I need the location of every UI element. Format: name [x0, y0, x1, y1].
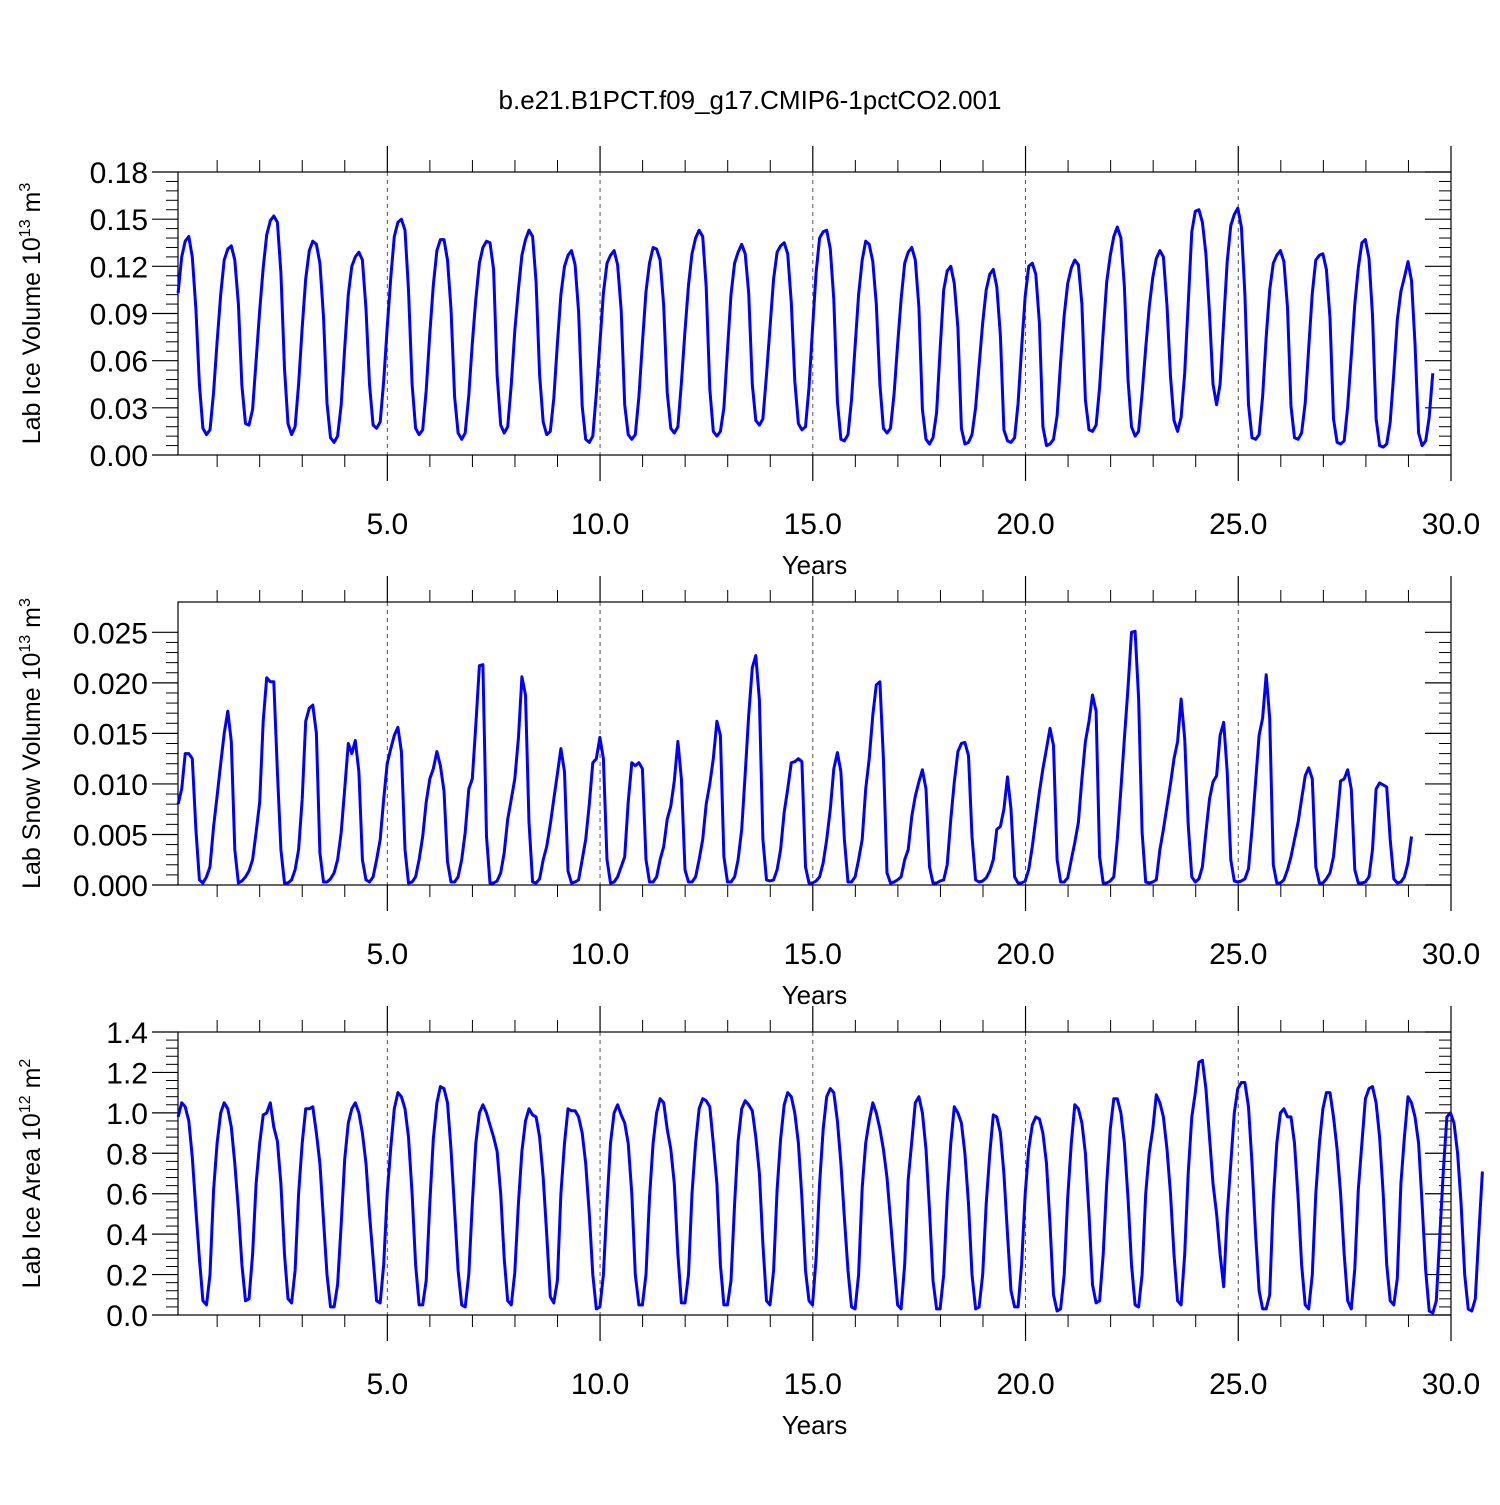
- y-axis-label: Lab Ice Area 1012 m2: [17, 1059, 46, 1289]
- x-tick-label: 25.0: [1209, 508, 1267, 541]
- y-tick-label: 0.4: [106, 1219, 148, 1252]
- y-tick-label: 0.09: [90, 299, 148, 332]
- y-tick-label: 0.6: [106, 1179, 148, 1212]
- y-tick-label: 1.0: [106, 1098, 148, 1131]
- plot-frame: [177, 601, 1452, 886]
- x-tick-label: 25.0: [1209, 1368, 1267, 1401]
- x-axis-label: Years: [782, 550, 848, 580]
- y-tick-label: 0.03: [90, 393, 148, 426]
- x-axis-label: Years: [782, 1410, 848, 1440]
- y-tick-label: 0.12: [90, 251, 148, 284]
- x-tick-label: 15.0: [784, 938, 842, 971]
- panel-1: 0.00 0.03 0.06 0.09 0.12 0.15 0.18 5.0 10.0 15.0 2…: [17, 146, 1480, 580]
- y-tick-label: 0.025: [73, 617, 148, 650]
- plot-frame: [177, 1031, 1452, 1316]
- y-tick-label: 0.18: [90, 157, 148, 190]
- y-tick-label: 0.005: [73, 819, 148, 852]
- x-tick-label: 30.0: [1422, 1368, 1480, 1401]
- y-tick-label: 0.000: [73, 870, 148, 903]
- x-tick-label: 20.0: [996, 1368, 1054, 1401]
- y-axis-label: Lab Snow Volume 1013 m3: [17, 598, 46, 889]
- y-tick-label: 0.020: [73, 668, 148, 701]
- x-tick-label: 20.0: [996, 508, 1054, 541]
- y-tick-label: 0.00: [90, 440, 148, 473]
- y-tick-label: 0.015: [73, 718, 148, 751]
- y-tick-label: 0.8: [106, 1138, 148, 1171]
- y-axis-label: Lab Ice Volume 1013 m3: [17, 183, 46, 445]
- x-tick-label: 20.0: [996, 938, 1054, 971]
- x-tick-label: 10.0: [571, 508, 629, 541]
- y-tick-label: 0.0: [106, 1300, 148, 1333]
- x-tick-label: 5.0: [366, 938, 408, 971]
- x-tick-label: 15.0: [784, 1368, 842, 1401]
- x-tick-label: 15.0: [784, 508, 842, 541]
- y-tick-label: 1.2: [106, 1057, 148, 1090]
- y-tick-label: 0.15: [90, 204, 148, 237]
- x-tick-label: 5.0: [366, 508, 408, 541]
- y-tick-label: 0.2: [106, 1260, 148, 1293]
- y-tick-label: 1.4: [106, 1017, 148, 1050]
- x-tick-label: 10.0: [571, 1368, 629, 1401]
- y-tick-label: 0.010: [73, 769, 148, 802]
- x-tick-label: 30.0: [1422, 938, 1480, 971]
- x-tick-label: 5.0: [366, 1368, 408, 1401]
- figure-title: b.e21.B1PCT.f09_g17.CMIP6-1pctCO2.001: [499, 85, 1002, 115]
- x-tick-label: 30.0: [1422, 508, 1480, 541]
- panel-2: 0.000 0.005 0.010 0.015 0.020 0.025 5.0 10.0 15.…: [17, 576, 1480, 1010]
- x-tick-label: 25.0: [1209, 938, 1267, 971]
- x-axis-label: Years: [782, 980, 848, 1010]
- series-line-1: [176, 1058, 1484, 1315]
- series-line-1: [176, 206, 1435, 449]
- series-line-1: [176, 629, 1413, 885]
- panel-3: 0.0 0.2 0.4 0.6 0.8 1.0 1.2 1.4 5.0 10.0 15.0 20.0 2…: [17, 1006, 1484, 1440]
- x-tick-label: 10.0: [571, 938, 629, 971]
- y-tick-label: 0.06: [90, 346, 148, 379]
